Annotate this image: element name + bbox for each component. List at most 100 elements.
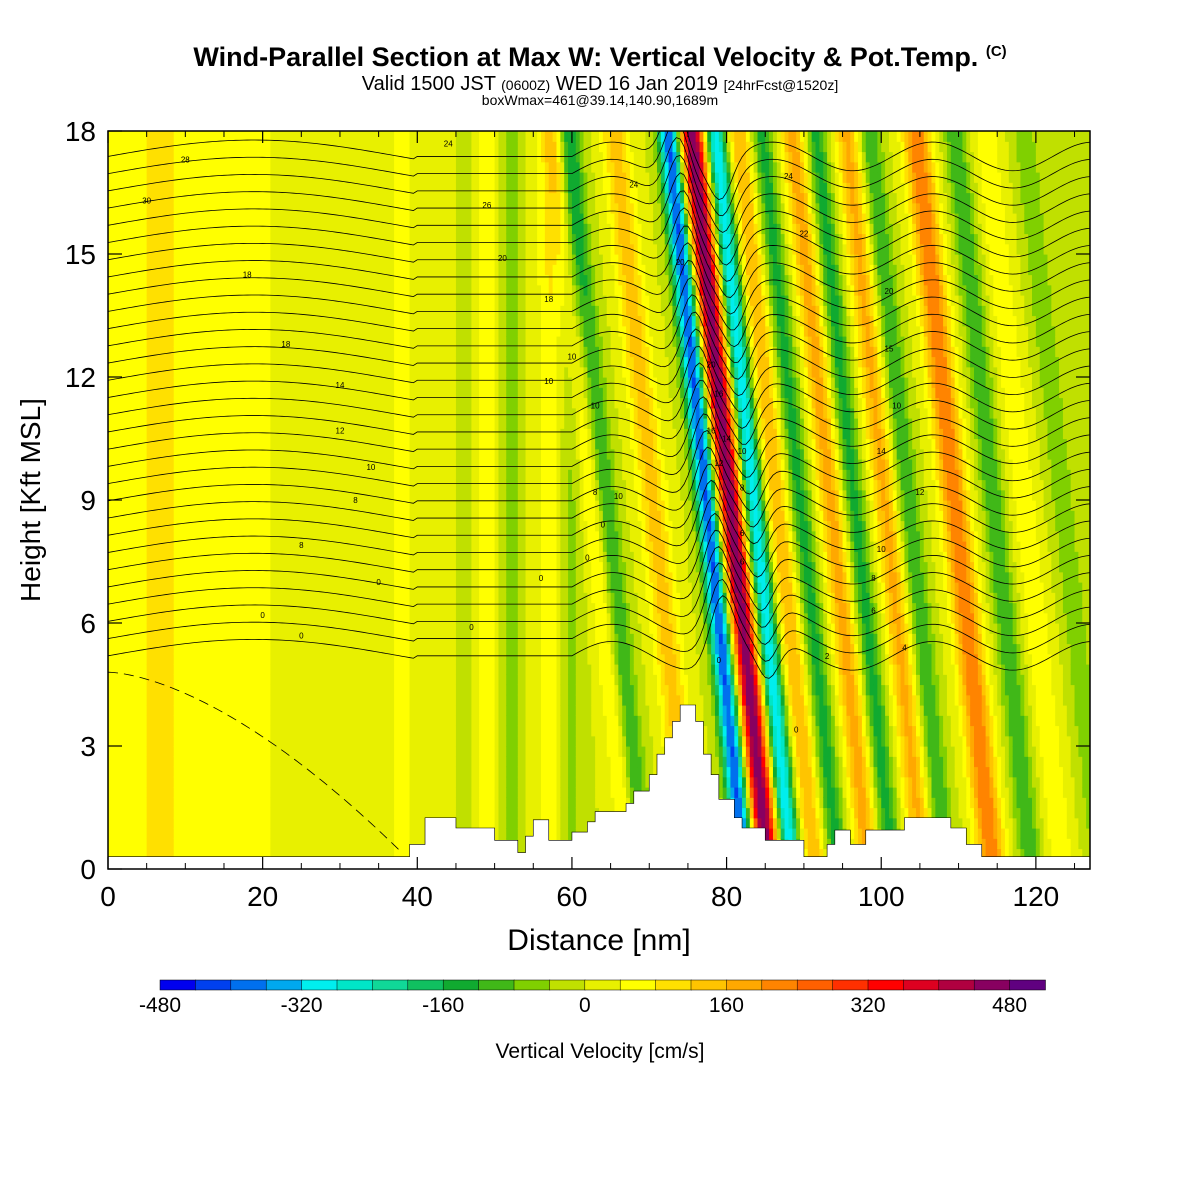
velocity-cell [135,131,140,142]
velocity-cell [158,325,163,337]
velocity-cell [208,766,213,778]
velocity-cell [281,387,287,399]
velocity-cell [254,346,260,358]
velocity-cell [162,346,167,358]
velocity-cell [127,725,132,737]
velocity-cell [135,623,140,634]
velocity-cell [324,756,329,768]
velocity-cell [154,213,159,224]
velocity-cell [138,469,144,481]
velocity-cell [200,530,206,542]
velocity-cell [142,223,148,235]
velocity-cell [111,202,117,214]
velocity-cell [301,325,306,337]
velocity-cell [115,161,121,173]
velocity-cell [208,387,213,399]
velocity-cell [355,438,360,450]
velocity-cell [220,725,225,737]
velocity-cell [235,192,241,204]
velocity-cell [363,756,368,768]
velocity-cell [150,131,155,142]
velocity-cell [235,633,241,645]
velocity-cell [266,643,271,655]
velocity-cell [278,243,283,255]
velocity-cell [363,141,368,153]
velocity-cell [301,623,306,634]
velocity-cell [123,243,128,255]
velocity-cell [158,725,163,737]
velocity-cell [309,633,314,645]
velocity-cell [239,151,244,163]
velocity-cell [297,131,302,142]
velocity-cell [165,254,171,265]
velocity-cell [374,807,380,819]
velocity-cell [347,582,353,593]
velocity-cell [131,182,136,194]
velocity-cell [254,469,260,481]
velocity-cell [223,418,229,429]
velocity-cell [220,305,225,317]
velocity-cell [223,254,229,265]
velocity-cell [231,131,237,142]
velocity-cell [309,715,314,727]
velocity-cell [208,551,213,563]
velocity-cell [254,448,260,460]
velocity-cell [200,612,206,624]
velocity-cell [258,469,264,481]
velocity-cell [127,243,132,255]
velocity-cell [208,243,213,255]
velocity-cell [189,633,194,645]
velocity-cell [363,438,368,450]
velocity-cell [150,551,155,563]
velocity-cell [193,848,198,860]
velocity-cell [189,684,194,696]
velocity-cell [347,561,353,573]
velocity-cell [142,305,148,317]
velocity-cell [278,223,283,235]
velocity-cell [169,807,175,819]
velocity-cell [305,151,310,163]
velocity-cell [123,489,128,501]
velocity-cell [281,254,287,265]
velocity-cell [127,428,132,440]
velocity-cell [251,766,256,778]
velocity-cell [247,274,252,286]
velocity-cell [220,387,225,399]
velocity-cell [359,459,364,470]
velocity-cell [270,131,275,142]
velocity-cell [146,407,152,419]
velocity-cell [301,243,306,255]
velocity-cell [196,366,202,378]
velocity-cell [108,715,113,727]
velocity-cell [363,418,368,429]
velocity-cell [262,213,268,224]
velocity-cell [185,735,190,747]
velocity-cell [297,243,302,255]
velocity-cell [138,582,144,593]
velocity-cell [212,705,217,716]
velocity-cell [185,694,190,706]
velocity-cell [177,284,183,296]
velocity-cell [347,694,353,706]
velocity-cell [235,459,241,470]
velocity-cell [285,817,291,829]
velocity-cell [312,325,318,337]
velocity-cell [316,469,322,481]
velocity-cell [285,541,291,552]
velocity-cell [363,500,368,511]
velocity-cell [266,233,271,245]
velocity-cell [150,459,155,470]
velocity-cell [181,510,186,522]
velocity-cell [297,172,302,183]
velocity-cell [189,715,194,727]
velocity-cell [251,407,256,419]
velocity-cell [355,202,360,214]
velocity-cell [162,787,167,798]
velocity-cell [343,397,349,409]
velocity-cell [200,438,206,450]
velocity-cell [173,172,179,183]
velocity-cell [138,356,144,368]
velocity-cell [351,387,357,399]
velocity-cell [301,592,306,604]
velocity-cell [258,541,264,552]
